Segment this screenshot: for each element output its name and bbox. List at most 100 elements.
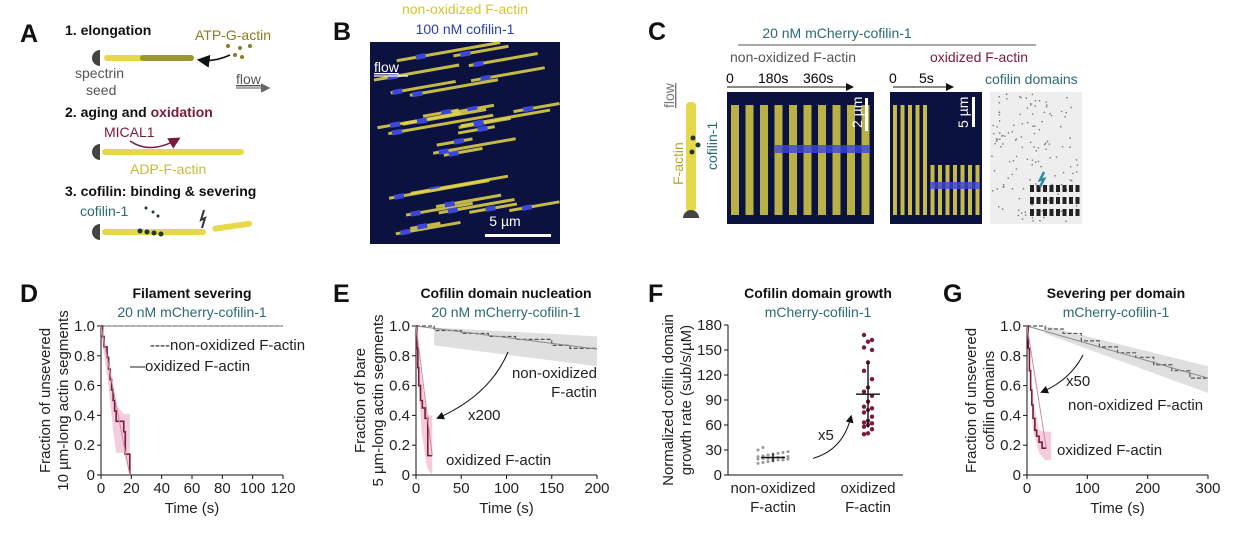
y-tick-label: 0.6 <box>1000 378 1021 395</box>
noise-dot <box>1000 146 1002 148</box>
x-tick-label: 60 <box>184 480 201 497</box>
noise-dot <box>1041 210 1043 212</box>
cofilin-spot <box>438 148 449 155</box>
panel-b-title-actin: non-oxidized F-actin <box>402 1 528 17</box>
noise-dot <box>1018 209 1020 211</box>
cofilin-spot <box>485 205 496 212</box>
noise-dot <box>998 95 1000 98</box>
annotation-f-actin: F-actin <box>551 384 597 401</box>
noise-dot <box>998 111 1000 114</box>
noise-dot <box>1004 135 1006 137</box>
noise-dot <box>1012 160 1015 162</box>
kymo-frame <box>760 105 768 215</box>
kymo-frame <box>832 105 841 215</box>
series-line-non-oxidized <box>1027 325 1208 379</box>
y-axis-label: cofilin domains <box>981 351 998 450</box>
y-tick-label: 0.2 <box>389 437 410 454</box>
cofilin-spot <box>391 128 403 136</box>
annotation-non-oxidized: non-oxidized F-actin <box>1068 397 1203 414</box>
noise-dot <box>1015 138 1018 140</box>
y-tick-label: 60 <box>705 417 722 434</box>
step-aging: 2. aging and oxidation <box>65 104 213 120</box>
domain-spot <box>1075 197 1080 204</box>
noise-dot <box>998 132 1001 134</box>
noise-dot <box>1061 145 1064 148</box>
kymo-frame <box>975 165 980 215</box>
fold-change-label: x200 <box>468 407 501 424</box>
cofilin-spot <box>416 222 428 230</box>
noise-dot <box>1060 110 1063 113</box>
cofilin-spot <box>393 193 405 200</box>
cofilin-domain-spots <box>991 93 1080 223</box>
confidence-band <box>434 327 597 367</box>
noise-dot <box>998 120 1001 122</box>
y-tick-label: 0.8 <box>389 348 410 365</box>
filament-streak <box>388 179 490 200</box>
scale-bar-label-5um: 5 µm <box>955 97 971 128</box>
y-tick-label: 30 <box>705 442 722 459</box>
noise-dot <box>999 138 1001 140</box>
filament-streak <box>509 200 560 213</box>
noise-dot <box>1041 120 1043 123</box>
category-label: oxidized <box>840 480 895 497</box>
domain-spot <box>1069 209 1073 216</box>
data-point <box>861 424 867 429</box>
domain-spot <box>1036 197 1041 204</box>
noise-dot <box>1011 187 1014 190</box>
kymo-frame <box>803 105 812 215</box>
x-axis-label: Time (s) <box>1090 500 1144 517</box>
chart-subtitle: mCherry-cofilin-1 <box>1063 304 1170 320</box>
noise-dot <box>1039 219 1041 222</box>
cofilin-domains-image <box>990 92 1082 224</box>
domain-spot <box>1075 209 1080 216</box>
noise-dot <box>1011 173 1014 176</box>
domain-spot <box>1049 185 1054 192</box>
noise-dot <box>1060 183 1063 186</box>
adp-f-actin-filament-icon <box>102 149 244 155</box>
filament-streaks <box>373 41 560 236</box>
noise-dot <box>998 114 1001 116</box>
noise-dot <box>1031 216 1034 219</box>
kymo-frame <box>774 105 783 215</box>
noise-dot <box>1050 114 1053 117</box>
cofilin-spot <box>399 228 411 236</box>
atp-g-actin-label: ATP-G-actin <box>195 27 271 43</box>
kymo-frame <box>789 105 797 215</box>
data-point <box>865 339 871 344</box>
y-tick-label: 0 <box>1013 467 1021 484</box>
spectrin-seed-icon <box>92 50 100 66</box>
data-point <box>756 457 760 461</box>
noise-dot <box>1031 159 1034 161</box>
noise-dot <box>1002 183 1005 186</box>
noise-dot <box>995 140 998 143</box>
noise-dot <box>1017 214 1020 217</box>
noise-dot <box>1029 141 1032 144</box>
kymo-frame <box>960 165 965 215</box>
data-point <box>756 455 760 459</box>
noise-dot <box>1011 131 1014 133</box>
data-point <box>865 431 871 436</box>
kymograph-frames <box>731 105 870 215</box>
y-tick-label: 180 <box>697 317 722 334</box>
noise-dot <box>1026 158 1029 161</box>
scale-bar-label-b: 5 µm <box>489 213 520 229</box>
data-point <box>776 458 780 462</box>
noise-dot <box>997 205 1000 208</box>
data-point <box>786 450 790 454</box>
cofilin-spot <box>460 50 471 58</box>
data-point <box>861 332 867 338</box>
y-tick-label: 0 <box>402 467 410 484</box>
kymo-frame <box>847 105 855 215</box>
category-label: F-actin <box>750 499 796 516</box>
y-tick-label: 0.2 <box>74 437 95 454</box>
non-oxidized-label: non-oxidized F-actin <box>730 49 856 65</box>
noise-dot <box>1020 212 1023 214</box>
data-point <box>869 337 875 343</box>
panel-label: D <box>20 280 38 308</box>
cofilin-spot <box>473 60 484 68</box>
noise-dot <box>1040 165 1042 168</box>
scale-bar-label-2um: 2 µm <box>849 97 865 128</box>
kymo-frame <box>968 165 972 215</box>
noise-dot <box>1031 93 1034 96</box>
seed-label: seed <box>86 82 116 98</box>
